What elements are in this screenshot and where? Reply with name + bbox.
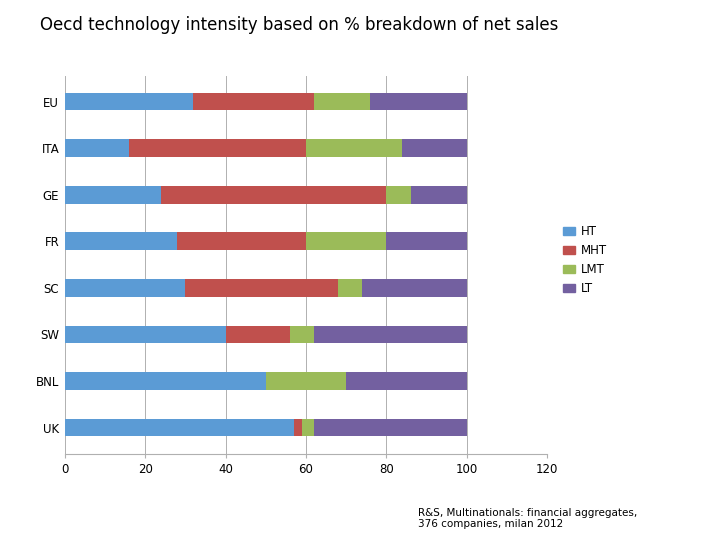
- Bar: [129, 139, 306, 157]
- Legend: HT, MHT, LMT, LT: HT, MHT, LMT, LT: [563, 225, 606, 295]
- Bar: [302, 418, 314, 436]
- Bar: [161, 186, 387, 204]
- Bar: [370, 93, 467, 111]
- Text: R&S, Multinationals: financial aggregates,
376 companies, milan 2012: R&S, Multinationals: financial aggregate…: [418, 508, 637, 529]
- Bar: [314, 326, 467, 343]
- Bar: [338, 279, 362, 296]
- Bar: [314, 93, 370, 111]
- Bar: [306, 233, 387, 250]
- Bar: [194, 93, 314, 111]
- Bar: [186, 279, 338, 296]
- Bar: [402, 139, 467, 157]
- Text: Oecd technology intensity based on % breakdown of net sales: Oecd technology intensity based on % bre…: [40, 16, 558, 34]
- Bar: [362, 279, 467, 296]
- Bar: [225, 326, 290, 343]
- Bar: [306, 139, 402, 157]
- Bar: [387, 233, 467, 250]
- Bar: [294, 418, 302, 436]
- Bar: [65, 279, 186, 296]
- Bar: [290, 326, 314, 343]
- Bar: [314, 418, 467, 436]
- Bar: [65, 139, 129, 157]
- Bar: [65, 186, 161, 204]
- Bar: [410, 186, 467, 204]
- Bar: [65, 326, 225, 343]
- Bar: [387, 186, 410, 204]
- Bar: [65, 233, 177, 250]
- Bar: [266, 372, 346, 390]
- Bar: [346, 372, 467, 390]
- Bar: [177, 233, 306, 250]
- Bar: [65, 418, 294, 436]
- Bar: [65, 372, 266, 390]
- Bar: [65, 93, 194, 111]
